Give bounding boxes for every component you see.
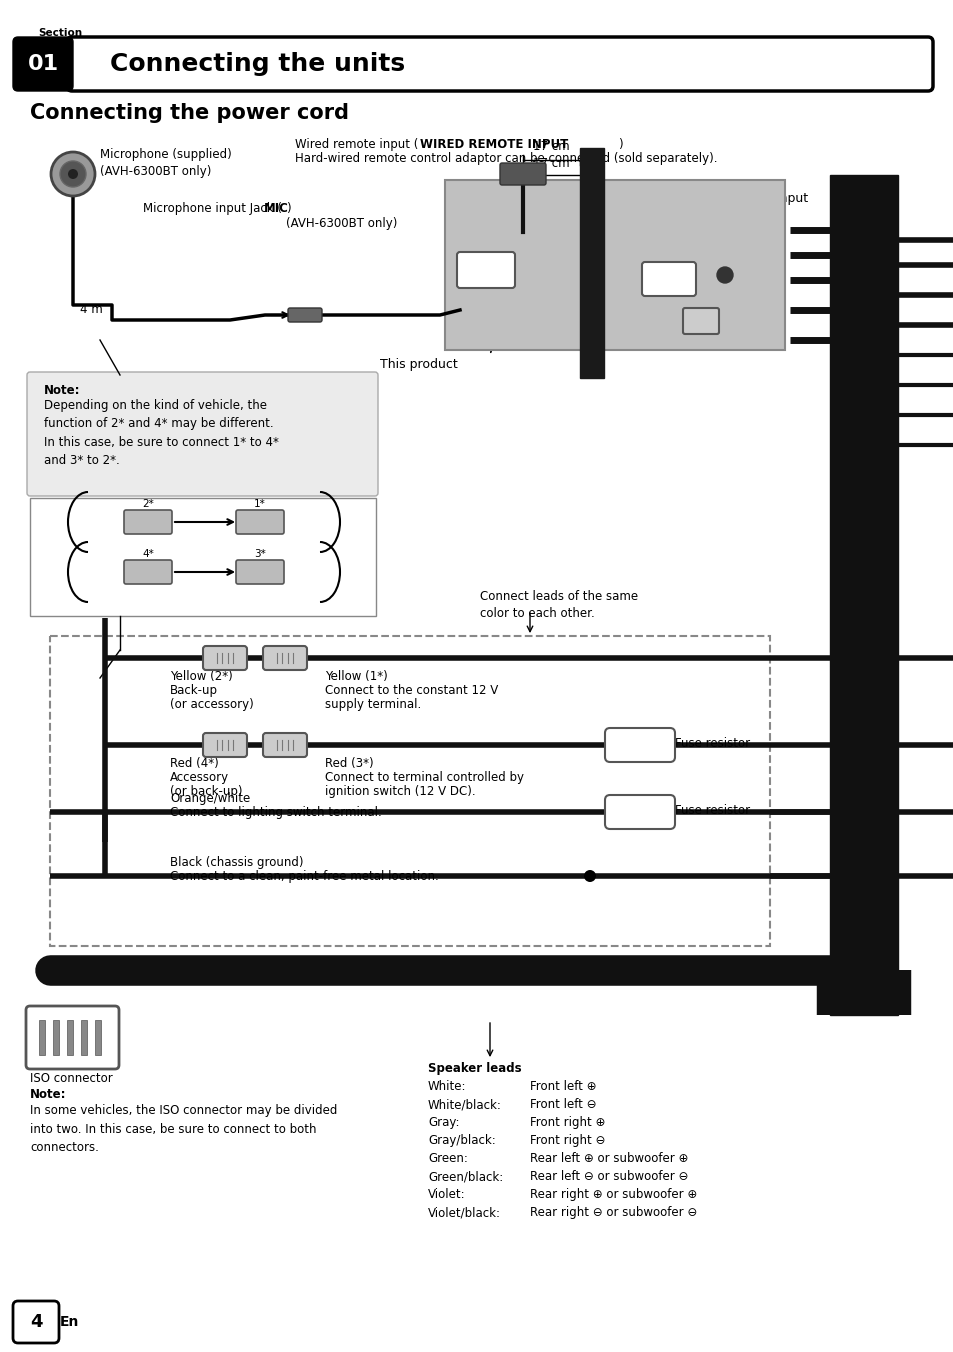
Text: Green/black:: Green/black: — [428, 1169, 503, 1183]
Text: (or accessory): (or accessory) — [170, 698, 253, 711]
Text: Green:: Green: — [428, 1152, 467, 1165]
Bar — [444, 180, 784, 350]
FancyBboxPatch shape — [26, 1006, 119, 1069]
Text: Connect to lighting switch terminal.: Connect to lighting switch terminal. — [170, 806, 381, 819]
Text: MIC: MIC — [264, 201, 289, 215]
Circle shape — [60, 161, 86, 187]
Text: In some vehicles, the ISO connector may be divided
into two. In this case, be su: In some vehicles, the ISO connector may … — [30, 1105, 337, 1155]
Bar — [39, 1019, 45, 1055]
Text: Rear left ⊖ or subwoofer ⊖: Rear left ⊖ or subwoofer ⊖ — [530, 1169, 688, 1183]
Text: Red (3*): Red (3*) — [325, 757, 374, 771]
FancyBboxPatch shape — [13, 1301, 59, 1343]
Text: Section: Section — [38, 28, 82, 38]
Bar — [50, 635, 769, 946]
FancyBboxPatch shape — [456, 251, 515, 288]
FancyBboxPatch shape — [263, 733, 307, 757]
Text: Hard-wired remote control adaptor can be connected (sold separately).: Hard-wired remote control adaptor can be… — [294, 151, 717, 165]
Text: Black (chassis ground): Black (chassis ground) — [170, 856, 303, 869]
FancyBboxPatch shape — [124, 510, 172, 534]
Bar — [67, 1019, 73, 1055]
Text: 4 m: 4 m — [80, 303, 103, 316]
Text: 4*: 4* — [142, 549, 153, 558]
Text: ): ) — [618, 138, 622, 151]
Text: Microphone (supplied)
(AVH-6300BT only): Microphone (supplied) (AVH-6300BT only) — [100, 147, 232, 178]
Text: Microphone input Jack (: Microphone input Jack ( — [143, 201, 282, 215]
Bar — [829, 174, 897, 1015]
Text: Fuse resistor: Fuse resistor — [675, 804, 749, 817]
Text: Connect to terminal controlled by: Connect to terminal controlled by — [325, 771, 523, 784]
Text: Rear right ⊕ or subwoofer ⊕: Rear right ⊕ or subwoofer ⊕ — [530, 1188, 697, 1201]
Text: Front right ⊕: Front right ⊕ — [530, 1115, 605, 1129]
Text: 01: 01 — [28, 54, 58, 74]
Text: Note:: Note: — [44, 384, 80, 397]
Bar — [81, 1019, 87, 1055]
Text: Speaker leads: Speaker leads — [428, 1063, 521, 1075]
Text: RGB input: RGB input — [744, 192, 807, 206]
FancyBboxPatch shape — [13, 37, 73, 91]
Text: Violet/black:: Violet/black: — [428, 1206, 500, 1220]
FancyBboxPatch shape — [203, 646, 247, 671]
Text: Rear right ⊖ or subwoofer ⊖: Rear right ⊖ or subwoofer ⊖ — [530, 1206, 697, 1220]
Bar — [53, 1019, 59, 1055]
Circle shape — [68, 169, 78, 178]
Text: ignition switch (12 V DC).: ignition switch (12 V DC). — [325, 786, 476, 798]
Text: Violet:: Violet: — [428, 1188, 465, 1201]
FancyBboxPatch shape — [27, 372, 377, 496]
Text: Note:: Note: — [30, 1088, 67, 1101]
FancyBboxPatch shape — [604, 727, 675, 763]
Text: Yellow (1*): Yellow (1*) — [325, 671, 387, 683]
Text: White/black:: White/black: — [428, 1098, 501, 1111]
Text: This product: This product — [379, 358, 457, 370]
Circle shape — [51, 151, 95, 196]
Text: Front right ⊖: Front right ⊖ — [530, 1134, 605, 1146]
Text: Fuse resistor: Fuse resistor — [675, 737, 749, 750]
FancyBboxPatch shape — [67, 37, 932, 91]
Text: Back-up: Back-up — [170, 684, 218, 698]
Text: (or back-up): (or back-up) — [170, 786, 242, 798]
Text: 3*: 3* — [253, 549, 266, 558]
Text: Connect to a clean, paint-free metal location.: Connect to a clean, paint-free metal loc… — [170, 869, 438, 883]
FancyBboxPatch shape — [604, 795, 675, 829]
Text: Connect leads of the same
color to each other.: Connect leads of the same color to each … — [479, 589, 638, 621]
Circle shape — [583, 869, 596, 882]
Text: 4: 4 — [30, 1313, 42, 1330]
Text: White:: White: — [428, 1080, 466, 1092]
FancyBboxPatch shape — [203, 733, 247, 757]
Bar — [579, 147, 603, 379]
Text: Connect to the constant 12 V: Connect to the constant 12 V — [325, 684, 497, 698]
Text: En: En — [60, 1315, 79, 1329]
Text: 1*: 1* — [253, 499, 266, 508]
Text: Accessory: Accessory — [170, 771, 229, 784]
FancyBboxPatch shape — [235, 510, 284, 534]
FancyBboxPatch shape — [682, 308, 719, 334]
Text: Red (4*): Red (4*) — [170, 757, 218, 771]
Text: Rear left ⊕ or subwoofer ⊕: Rear left ⊕ or subwoofer ⊕ — [530, 1152, 688, 1165]
Circle shape — [717, 266, 732, 283]
Text: Yellow (2*): Yellow (2*) — [170, 671, 233, 683]
FancyBboxPatch shape — [263, 646, 307, 671]
Text: WIRED REMOTE INPUT: WIRED REMOTE INPUT — [419, 138, 568, 151]
Text: Orange/white: Orange/white — [170, 792, 250, 804]
Text: supply terminal.: supply terminal. — [325, 698, 421, 711]
FancyBboxPatch shape — [499, 164, 545, 185]
Text: Connecting the units: Connecting the units — [110, 51, 405, 76]
FancyBboxPatch shape — [288, 308, 322, 322]
Text: Front left ⊖: Front left ⊖ — [530, 1098, 596, 1111]
Text: 2*: 2* — [142, 499, 153, 508]
Text: 17 cm: 17 cm — [533, 157, 569, 170]
FancyBboxPatch shape — [235, 560, 284, 584]
Text: Depending on the kind of vehicle, the
function of 2* and 4* may be different.
In: Depending on the kind of vehicle, the fu… — [44, 399, 278, 468]
Text: Gray:: Gray: — [428, 1115, 459, 1129]
FancyBboxPatch shape — [641, 262, 696, 296]
Text: )
(AVH-6300BT only): ) (AVH-6300BT only) — [286, 201, 397, 230]
Text: Gray/black:: Gray/black: — [428, 1134, 496, 1146]
Text: Wired remote input (: Wired remote input ( — [294, 138, 418, 151]
Text: ISO connector: ISO connector — [30, 1072, 112, 1086]
Text: Front left ⊕: Front left ⊕ — [530, 1080, 596, 1092]
FancyBboxPatch shape — [124, 560, 172, 584]
Text: Connecting the power cord: Connecting the power cord — [30, 103, 349, 123]
Bar — [30, 498, 375, 617]
Text: 17 cm: 17 cm — [533, 141, 569, 153]
Bar — [95, 1019, 101, 1055]
